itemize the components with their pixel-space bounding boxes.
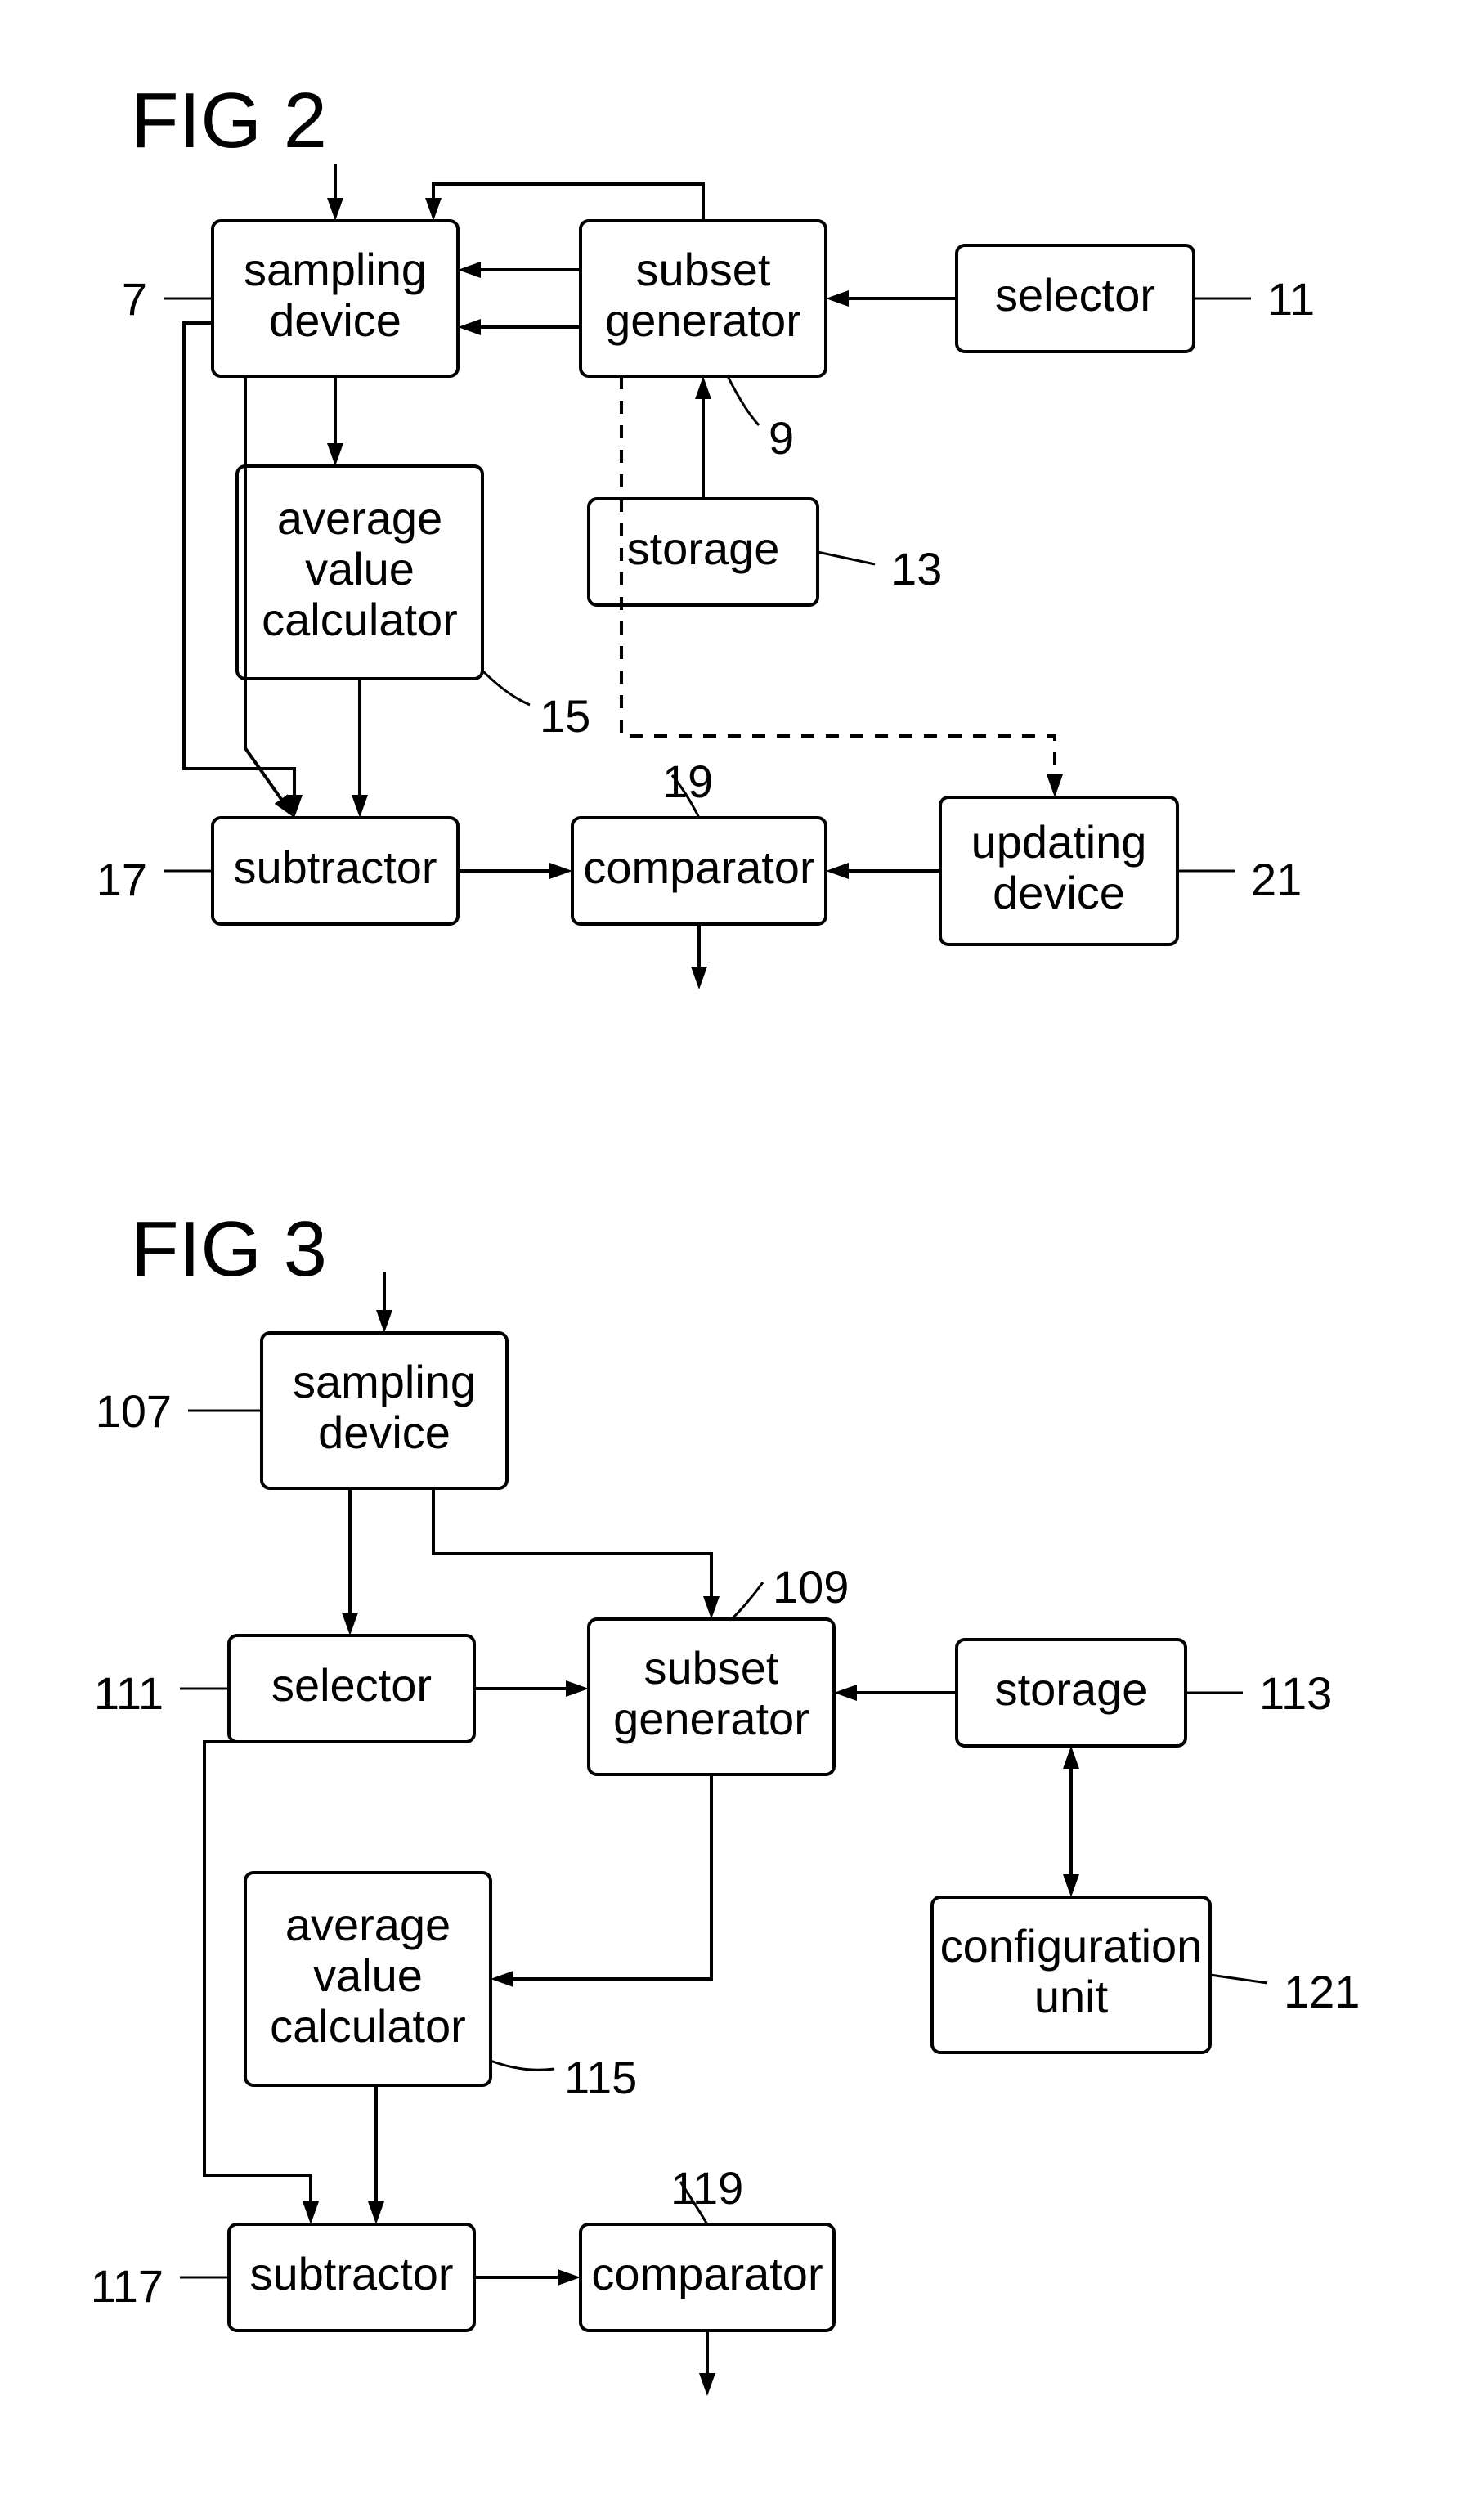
arrowhead <box>826 290 849 307</box>
updating-label: device <box>993 867 1125 918</box>
arrowhead <box>695 376 711 399</box>
storage-label: storage <box>995 1663 1148 1715</box>
ref-label-11: 11 <box>1267 273 1315 325</box>
ref-lead <box>732 1582 763 1619</box>
connector <box>621 376 1055 776</box>
arrowhead <box>566 1680 589 1697</box>
ref-label-115: 115 <box>564 2052 637 2103</box>
ref-label-119: 119 <box>670 2162 743 2214</box>
avg-label: average <box>285 1899 451 1950</box>
connector <box>433 1488 711 1598</box>
arrowhead <box>826 863 849 879</box>
arrowhead <box>327 443 343 466</box>
sampling-label: device <box>269 294 401 346</box>
avg-label: value <box>313 1949 423 2001</box>
ref-label-17: 17 <box>96 854 147 905</box>
figure-title: FIG 2 <box>131 77 327 164</box>
arrowhead <box>834 1685 857 1701</box>
subset-label: subset <box>644 1642 779 1694</box>
config-label: configuration <box>940 1920 1203 1972</box>
ref-label-9: 9 <box>769 412 794 464</box>
figure-title: FIG 3 <box>131 1205 327 1293</box>
comparator-label: comparator <box>583 841 814 893</box>
subset-label: generator <box>613 1693 809 1744</box>
subtractor-label: subtractor <box>234 841 437 893</box>
ref-lead <box>818 552 875 564</box>
selector-to-subtractor <box>204 1742 311 2203</box>
arrowhead <box>327 198 343 221</box>
subset-label: generator <box>605 294 801 346</box>
subtractor-label: subtractor <box>250 2248 454 2299</box>
arrowhead <box>342 1613 358 1635</box>
ref-lead <box>491 2061 554 2070</box>
arrowhead <box>376 1310 392 1333</box>
connector <box>433 184 703 221</box>
selector-label: selector <box>995 269 1155 321</box>
arrowhead <box>703 1596 720 1619</box>
arrowhead <box>458 262 481 278</box>
arrowhead <box>303 2201 319 2224</box>
arrowhead <box>558 2269 581 2286</box>
sampling-label: sampling <box>244 244 427 295</box>
storage-label: storage <box>627 523 780 574</box>
ref-lead <box>728 376 759 425</box>
arrowhead <box>368 2201 384 2224</box>
ref-label-113: 113 <box>1259 1667 1332 1719</box>
config-label: unit <box>1034 1971 1109 2022</box>
ref-label-121: 121 <box>1284 1966 1360 2017</box>
arrowhead <box>691 967 707 989</box>
arrowhead <box>491 1971 513 1987</box>
ref-label-15: 15 <box>540 690 590 742</box>
ref-label-109: 109 <box>773 1561 849 1613</box>
arrowhead <box>1063 1874 1079 1897</box>
arrowhead <box>458 319 481 335</box>
ref-lead <box>1210 1975 1267 1983</box>
ref-label-111: 111 <box>94 1667 164 1719</box>
ref-label-13: 13 <box>891 543 942 594</box>
connector <box>512 1774 711 1979</box>
selector-label: selector <box>271 1659 432 1711</box>
comparator-label: comparator <box>591 2248 823 2299</box>
arrowhead <box>1063 1746 1079 1769</box>
avg-label: value <box>305 543 415 594</box>
avg-label: average <box>277 492 442 544</box>
updating-label: updating <box>971 816 1147 868</box>
ref-label-21: 21 <box>1251 854 1302 905</box>
arrowhead <box>425 198 442 221</box>
ref-lead <box>482 671 530 705</box>
arrowhead <box>352 795 368 818</box>
arrowhead <box>549 863 572 879</box>
subset-label: subset <box>636 244 771 295</box>
sampling-label: device <box>318 1407 451 1458</box>
ref-label-7: 7 <box>122 273 147 325</box>
sampling-to-subtractor <box>184 323 294 796</box>
ref-label-107: 107 <box>96 1385 172 1437</box>
ref-label-117: 117 <box>91 2260 164 2312</box>
avg-label: calculator <box>262 594 458 645</box>
avg-label: calculator <box>270 2000 466 2052</box>
arrowhead <box>699 2373 715 2396</box>
connector <box>245 376 282 801</box>
sampling-label: sampling <box>293 1356 476 1407</box>
arrowhead <box>1047 774 1063 797</box>
